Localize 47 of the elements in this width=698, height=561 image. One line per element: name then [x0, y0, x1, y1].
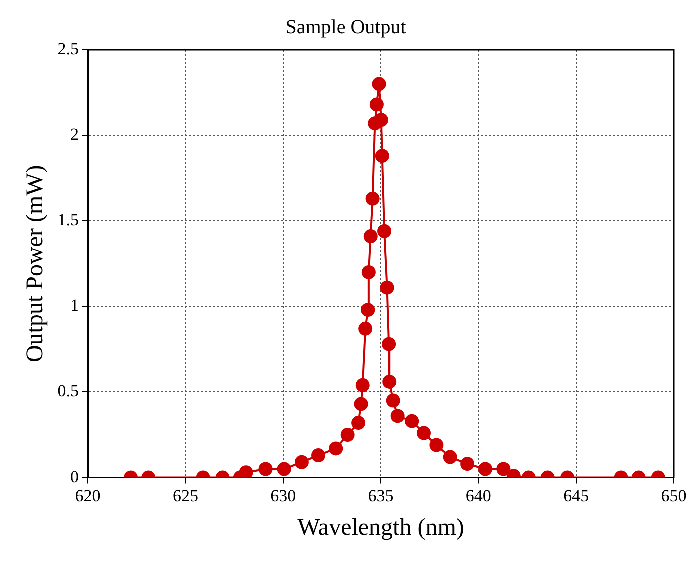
point: [239, 466, 254, 478]
point: [416, 426, 431, 440]
point: [277, 462, 292, 476]
x-tick-label: 645: [564, 486, 590, 506]
point: [443, 450, 458, 464]
point: [382, 337, 396, 352]
x-tick-label: 630: [270, 486, 296, 506]
point: [362, 265, 376, 280]
x-tick-label: 650: [661, 486, 687, 506]
point: [386, 394, 400, 408]
point: [372, 77, 386, 92]
point: [294, 455, 309, 470]
y-tick-label: 2.5: [58, 39, 80, 58]
point: [329, 442, 344, 456]
point: [358, 322, 373, 336]
point: [366, 192, 380, 206]
point: [430, 438, 444, 452]
point: [478, 462, 493, 476]
point: [370, 98, 384, 112]
x-tick-label: 625: [172, 486, 198, 506]
chart-title: Sample Output: [286, 16, 407, 38]
point: [378, 224, 392, 238]
point: [352, 416, 366, 430]
y-tick-label: 0: [70, 467, 80, 486]
x-tick-label: 640: [466, 486, 492, 506]
point: [382, 374, 397, 389]
y-tick-label: 0.5: [58, 382, 80, 401]
point: [258, 462, 273, 476]
point: [380, 280, 394, 295]
point: [356, 378, 370, 392]
point: [361, 303, 376, 318]
y-tick-label: 2: [70, 125, 80, 144]
point: [340, 428, 355, 442]
y-axis-title: Output Power (mW): [22, 165, 49, 363]
point: [375, 149, 390, 164]
point: [312, 448, 326, 463]
y-tick-label: 1: [70, 296, 80, 316]
point: [496, 462, 511, 476]
point: [460, 457, 475, 472]
point: [390, 409, 405, 424]
y-tick-label: 1.5: [58, 210, 80, 230]
x-tick-label: 635: [368, 486, 394, 506]
x-axis-title: Wavelength (nm): [298, 514, 464, 541]
point: [354, 397, 368, 412]
x-tick-label: 620: [75, 486, 101, 506]
point: [364, 230, 378, 244]
point: [405, 414, 420, 428]
